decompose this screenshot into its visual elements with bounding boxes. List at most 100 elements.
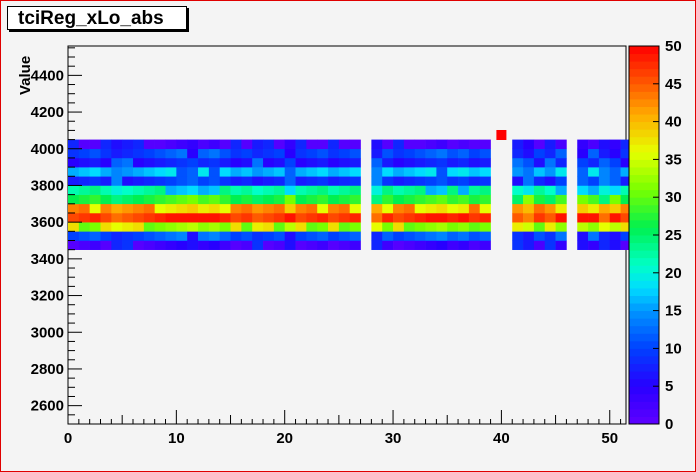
- outlier-cell: [496, 129, 507, 140]
- heatmap-cell: [338, 203, 351, 214]
- heatmap-cell: [273, 194, 285, 205]
- heatmap-cell: [230, 212, 242, 223]
- heatmap-cell: [176, 194, 188, 205]
- colorbar-segment: [629, 121, 659, 130]
- heatmap-cell: [198, 231, 210, 241]
- heatmap-cell: [588, 185, 600, 195]
- heatmap-cell: [338, 240, 351, 250]
- heatmap-cell: [382, 222, 394, 232]
- heatmap-cell: [78, 139, 90, 150]
- heatmap-cell: [284, 194, 296, 205]
- heatmap-cell: [284, 222, 296, 232]
- colorbar-segment: [629, 174, 659, 183]
- colorbar-segment: [629, 408, 659, 417]
- heatmap-cell: [468, 176, 481, 186]
- heatmap-cell: [349, 231, 361, 241]
- heatmap-cell: [154, 167, 166, 177]
- heatmap-cell: [284, 231, 296, 241]
- heatmap-cell: [263, 240, 275, 250]
- heatmap-cell: [143, 148, 155, 159]
- heatmap-cell: [403, 148, 416, 159]
- heatmap-cell: [479, 203, 491, 214]
- colorbar-segment: [629, 46, 659, 55]
- heatmap-cell: [479, 185, 491, 195]
- colorbar-segment: [629, 371, 659, 380]
- heatmap-cell: [425, 203, 437, 214]
- heatmap-cell: [588, 176, 600, 186]
- heatmap-cell: [458, 231, 470, 241]
- heatmap-cell: [403, 203, 416, 214]
- heatmap-cell: [371, 167, 383, 177]
- heatmap-cell: [414, 176, 426, 186]
- heatmap-cell: [349, 222, 361, 232]
- heatmap-cell: [479, 194, 491, 205]
- heatmap-cell: [198, 222, 210, 232]
- heatmap-cell: [479, 212, 491, 223]
- heatmap-cell: [512, 231, 524, 241]
- heatmap-cell: [414, 157, 426, 168]
- heatmap-cell: [403, 222, 416, 232]
- colorbar-segment: [629, 272, 659, 281]
- heatmap-cell: [609, 167, 621, 177]
- heatmap-cell: [219, 240, 231, 250]
- heatmap-cell: [338, 231, 351, 241]
- heatmap-cell: [588, 194, 600, 205]
- heatmap-cell: [544, 148, 556, 159]
- heatmap-cell: [306, 222, 318, 232]
- heatmap-cell: [295, 157, 307, 168]
- heatmap-cell: [328, 139, 340, 150]
- heatmap-cell: [306, 148, 318, 159]
- heatmap-cell: [371, 222, 383, 232]
- colorbar-tick-label: 10: [665, 340, 682, 357]
- heatmap-cell: [100, 212, 112, 223]
- colorbar-segment: [629, 114, 659, 123]
- heatmap-cell: [154, 185, 166, 195]
- heatmap-cell: [447, 157, 459, 168]
- heatmap-cell: [512, 167, 524, 177]
- heatmap-cell: [154, 148, 166, 159]
- x-tick-label: 10: [168, 430, 185, 447]
- heatmap-cell: [338, 212, 351, 223]
- colorbar-segment: [629, 61, 659, 70]
- heatmap-cell: [187, 185, 199, 195]
- colorbar-segment: [629, 219, 659, 228]
- heatmap-cell: [198, 185, 210, 195]
- y-tick-label: 3400: [31, 251, 64, 268]
- heatmap-cell: [198, 203, 210, 214]
- heatmap-cell: [100, 176, 112, 186]
- x-tick-label: 20: [276, 430, 293, 447]
- heatmap-cell: [588, 231, 600, 241]
- heatmap-cell: [273, 148, 285, 159]
- heatmap-cell: [425, 231, 437, 241]
- y-tick-label: 2600: [31, 398, 64, 415]
- heatmap-cell: [544, 139, 556, 150]
- heatmap-cell: [512, 139, 524, 150]
- heatmap-cell: [122, 185, 134, 195]
- heatmap-cell: [371, 185, 383, 195]
- heatmap-cell: [133, 157, 145, 168]
- heatmap-cell: [295, 139, 307, 150]
- heatmap-cell: [306, 231, 318, 241]
- heatmap-cell: [89, 139, 101, 150]
- heatmap-cell: [111, 194, 123, 205]
- heatmap-cell: [89, 176, 101, 186]
- heatmap-cell: [609, 231, 621, 241]
- heatmap-cell: [111, 222, 123, 232]
- heatmap-cell: [609, 212, 621, 223]
- colorbar-tick-label: 20: [665, 265, 682, 282]
- heatmap-cell: [111, 240, 123, 250]
- heatmap-cell: [68, 185, 80, 195]
- heatmap-cell: [295, 185, 307, 195]
- heatmap-cell: [230, 157, 242, 168]
- colorbar-segment: [629, 401, 659, 410]
- heatmap-cell: [512, 222, 524, 232]
- heatmap-cell: [555, 231, 567, 241]
- heatmap-cell: [241, 231, 253, 241]
- heatmap-cell: [241, 194, 253, 205]
- heatmap-cell: [620, 212, 632, 223]
- heatmap-cell: [187, 240, 199, 250]
- heatmap-cell: [598, 231, 611, 241]
- heatmap-cell: [295, 203, 307, 214]
- heatmap-cell: [577, 240, 589, 250]
- heatmap-cell: [295, 194, 307, 205]
